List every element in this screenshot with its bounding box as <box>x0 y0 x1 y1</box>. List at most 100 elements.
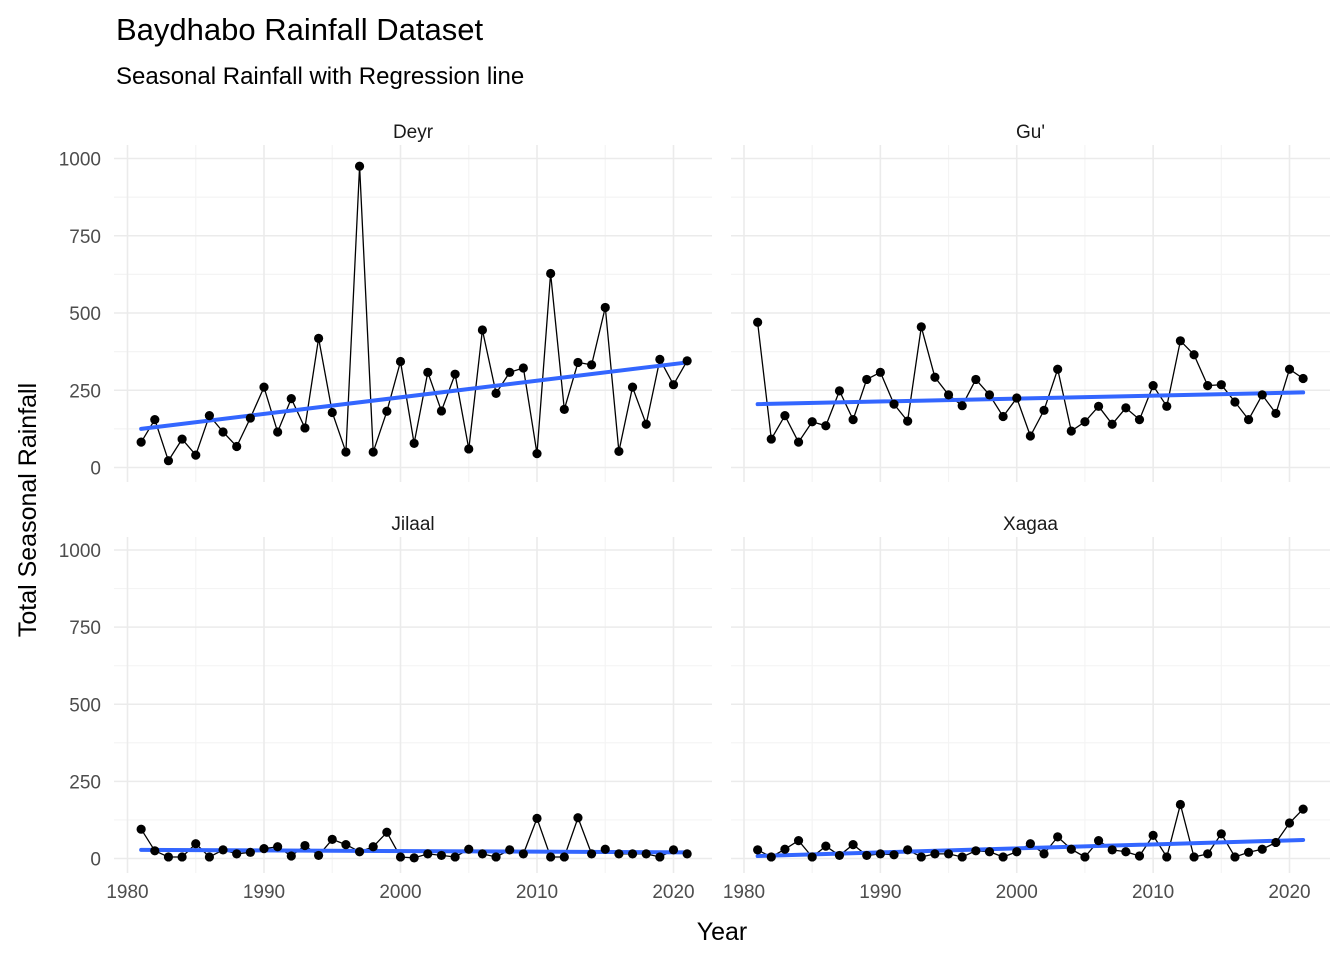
y-tick-label: 0 <box>90 850 101 871</box>
data-point <box>1175 799 1185 810</box>
data-point <box>641 419 651 429</box>
data-point <box>1121 847 1131 857</box>
data-point <box>1257 390 1267 400</box>
data-point <box>1243 847 1254 857</box>
y-tick-label: 250 <box>69 772 101 793</box>
data-point <box>930 849 940 859</box>
facet-strip-label: Jilaal <box>391 514 434 535</box>
x-tick-label: 1990 <box>859 882 901 903</box>
y-axis-title: Total Seasonal Rainfall <box>14 383 42 637</box>
data-point <box>984 847 995 857</box>
data-point <box>903 845 913 855</box>
data-point <box>916 852 926 862</box>
data-point <box>930 372 940 382</box>
data-point <box>505 367 515 377</box>
data-point <box>450 369 460 379</box>
data-point <box>1271 837 1281 848</box>
data-point <box>163 456 174 466</box>
data-point <box>1025 839 1035 849</box>
data-point <box>218 427 228 437</box>
facet-panels: Deyr 0 250 500 750 1000 Gu' Jilaal 0 250 500 750 100… <box>59 122 1330 903</box>
x-tick-label: 2010 <box>516 882 558 903</box>
data-point <box>862 850 872 861</box>
data-point <box>971 374 981 385</box>
x-tick-label: 1980 <box>723 882 765 903</box>
data-point <box>382 406 392 416</box>
data-point <box>889 399 899 409</box>
data-point <box>766 852 776 862</box>
chart-title: Baydhabo Rainfall Dataset <box>116 12 483 47</box>
data-point <box>232 441 242 452</box>
data-point <box>793 836 804 846</box>
data-point <box>1203 381 1213 391</box>
data-point <box>464 844 474 854</box>
data-point <box>875 367 885 377</box>
data-point <box>341 447 351 457</box>
y-tick-label: 1000 <box>59 541 101 562</box>
data-point <box>766 434 776 444</box>
data-point <box>259 382 269 392</box>
data-point <box>1162 852 1172 862</box>
data-point <box>614 849 624 859</box>
data-point <box>1053 832 1063 842</box>
data-point <box>150 415 160 425</box>
data-point <box>1298 804 1308 814</box>
data-point <box>136 437 146 447</box>
x-tick-label: 2020 <box>652 882 694 903</box>
data-point <box>1189 350 1199 360</box>
data-point <box>273 842 283 852</box>
data-point <box>862 374 872 385</box>
data-point <box>627 382 638 392</box>
data-point <box>450 852 460 862</box>
data-point <box>245 847 255 857</box>
data-point <box>477 849 487 859</box>
data-point <box>957 401 967 411</box>
data-point <box>1093 401 1104 411</box>
x-tick-label: 2000 <box>996 882 1038 903</box>
data-point <box>780 410 790 421</box>
data-point <box>1216 380 1226 390</box>
x-tick-label: 1980 <box>106 882 148 903</box>
data-point <box>1053 364 1063 374</box>
data-point <box>327 834 337 844</box>
data-point <box>423 367 433 377</box>
data-point <box>409 853 419 863</box>
data-point <box>903 416 913 426</box>
data-point <box>573 357 583 368</box>
data-point <box>1039 849 1049 859</box>
data-point <box>655 852 665 862</box>
data-point <box>682 356 692 366</box>
data-point <box>1134 851 1145 861</box>
data-point <box>1148 381 1158 391</box>
data-point <box>916 322 926 332</box>
data-point <box>204 852 214 862</box>
data-point <box>848 415 858 425</box>
data-point <box>150 846 160 856</box>
data-point <box>177 852 187 862</box>
data-point <box>409 438 419 448</box>
data-point <box>300 423 310 433</box>
data-point <box>532 813 542 823</box>
chart-subtitle: Seasonal Rainfall with Regression line <box>116 63 524 90</box>
regression-line <box>755 390 1306 407</box>
data-point <box>368 842 378 852</box>
data-point <box>1175 336 1185 346</box>
facet-panel-0: Deyr 0 250 500 750 1000 <box>59 122 712 482</box>
data-point <box>1025 431 1035 441</box>
data-point <box>218 845 228 855</box>
data-point <box>368 447 378 457</box>
data-point <box>614 446 624 457</box>
data-point <box>1039 405 1049 415</box>
data-point <box>807 852 817 862</box>
data-point <box>573 813 583 823</box>
data-point <box>1284 364 1295 374</box>
data-point <box>559 404 569 415</box>
data-point <box>1230 852 1240 862</box>
data-point <box>1162 401 1172 411</box>
data-point <box>668 380 679 390</box>
data-point <box>491 852 501 862</box>
facet-panel-1: Gu' <box>731 122 1330 482</box>
data-point <box>1080 852 1090 862</box>
data-point <box>327 407 337 418</box>
